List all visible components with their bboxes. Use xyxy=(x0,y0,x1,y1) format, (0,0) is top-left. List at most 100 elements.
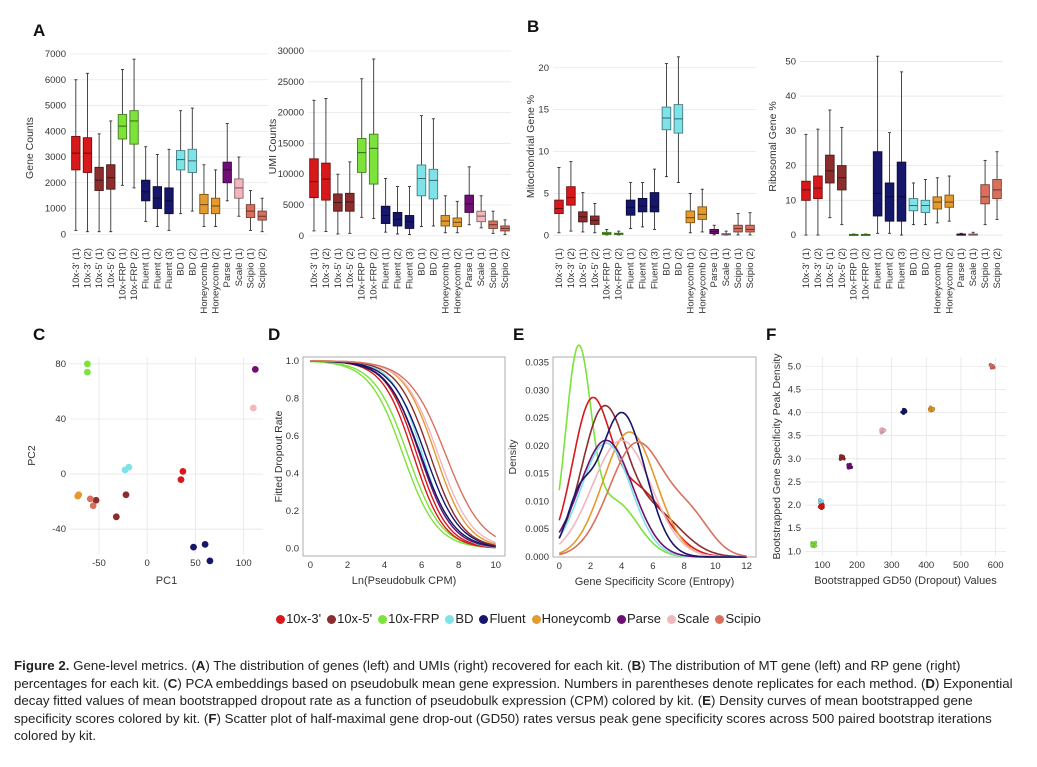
legend-dot-icon xyxy=(445,615,455,624)
box-iqr xyxy=(257,210,267,221)
y-tick-label: 5.0 xyxy=(788,361,801,372)
y-tick-label: 2.5 xyxy=(788,477,801,488)
box-9: BD (1) xyxy=(661,63,672,276)
gd50-cluster xyxy=(927,405,936,413)
x-tick-label: BD (1) xyxy=(416,248,427,276)
legend-item: 10x-3' xyxy=(276,611,321,626)
box-iqr xyxy=(94,166,104,191)
panel-A-left: 0 1000 2000 3000 4000 5000 6000 7000 Gene Counts… xyxy=(24,49,268,314)
legend-label: 10x-5' xyxy=(337,611,373,626)
x-tick-label: 10x-FRP (2) xyxy=(614,248,625,300)
y-tick-label: 10 xyxy=(538,147,549,158)
bootstrap-point xyxy=(846,463,850,467)
legend-item: 10x-FRP xyxy=(378,611,439,626)
box-iqr xyxy=(685,210,696,224)
panel-C: -40 0 40 80 PC2 -50 0 50 100 PC1 xyxy=(26,357,263,587)
legend-dot-icon xyxy=(327,615,337,624)
y-tick-label: 0.0 xyxy=(286,543,299,554)
box-iqr xyxy=(117,114,128,140)
x-tick-label: 10x-3' (1) xyxy=(309,248,320,288)
density-curve xyxy=(558,404,747,558)
box-iqr xyxy=(801,180,811,201)
legend-dot-icon xyxy=(276,615,286,624)
density-curve xyxy=(558,411,747,558)
box-5: 10x-FRP (2) xyxy=(129,58,140,300)
x-tick-label: 300 xyxy=(884,560,900,571)
x-tick-label: Scipio (2) xyxy=(500,248,511,289)
y-tick-label: 30 xyxy=(785,126,796,137)
x-tick-label: 100 xyxy=(814,560,830,571)
box-9: BD (1) xyxy=(908,182,919,276)
box-6: Fluent (1) xyxy=(141,146,152,289)
x-tick-label: 10x-FRP (2) xyxy=(369,248,380,300)
gd50-cluster xyxy=(838,454,846,461)
y-tick-label: 4.5 xyxy=(788,384,801,395)
pca-point xyxy=(75,491,83,499)
box-14: Scale (1) xyxy=(721,230,732,286)
legend-label: Fluent xyxy=(489,611,526,626)
box-11: Honeycomb (1) xyxy=(199,164,210,314)
x-tick-label: 0 xyxy=(308,560,313,571)
bootstrap-point xyxy=(989,363,993,367)
bootstrap-point xyxy=(813,540,818,545)
legend-label: Honeycomb xyxy=(541,611,611,626)
y-tick-label: 5000 xyxy=(45,101,66,112)
y-tick-label: 0.025 xyxy=(525,413,549,424)
x-tick-label: 600 xyxy=(988,560,1004,571)
y-tick-label: 25000 xyxy=(278,77,304,88)
box-12: Honeycomb (2) xyxy=(944,175,955,314)
density-curve xyxy=(559,441,747,557)
box-iqr xyxy=(697,206,708,220)
x-tick-label: 10x-FRP (2) xyxy=(129,248,140,300)
x-tick-label: 50 xyxy=(190,558,201,569)
caption-text: ) Scatter plot of half-maximal gene drop… xyxy=(14,710,992,744)
box-15: Scipio (1) xyxy=(733,213,744,289)
x-tick-label: 10x-5' (2) xyxy=(590,248,601,288)
box-11: Honeycomb (1) xyxy=(685,192,696,314)
box-4: 10x-FRP (1) xyxy=(602,228,613,300)
x-tick-label: Scipio (2) xyxy=(745,248,756,289)
box-10: BD (2) xyxy=(920,179,931,276)
y-tick-label: 15000 xyxy=(278,138,304,149)
legend-label: 10x-3' xyxy=(286,611,322,626)
pca-point xyxy=(201,540,209,548)
box-iqr xyxy=(908,198,919,212)
x-tick-label: 10x-3' (1) xyxy=(71,248,82,288)
box-11: Honeycomb (1) xyxy=(440,195,451,314)
y-tick-label: 20 xyxy=(538,63,549,74)
box-1: 10x-3' (2) xyxy=(321,97,332,288)
box-2: 10x-5' (1) xyxy=(94,133,105,288)
x-axis-label: Bootstrapped GD50 (Dropout) Values xyxy=(814,575,997,587)
x-tick-label: BD (2) xyxy=(920,248,931,276)
caption-panel-ref: A xyxy=(195,658,206,673)
box-4: 10x-FRP (1) xyxy=(849,233,860,300)
x-tick-label: Fluent (1) xyxy=(381,248,392,289)
box-3: 10x-5' (2) xyxy=(590,203,601,288)
x-tick-label: 10 xyxy=(490,560,501,571)
legend-item: Honeycomb xyxy=(531,611,611,626)
bootstrap-point xyxy=(818,505,823,509)
gd50-cluster xyxy=(879,427,887,435)
caption-text: ) Exponential decay fitted values of mea… xyxy=(14,675,1013,709)
box-14: Scale (1) xyxy=(968,231,979,286)
box-16: Scipio (2) xyxy=(257,197,268,289)
legend-dot-icon xyxy=(616,615,626,624)
x-tick-label: 4 xyxy=(382,560,387,571)
x-tick-label: 10x-FRP (1) xyxy=(357,248,368,300)
box-iqr xyxy=(566,186,576,206)
caption-panel-ref: E xyxy=(702,693,712,708)
box-iqr xyxy=(896,161,907,222)
box-iqr xyxy=(356,138,367,173)
panel-letter-C: C xyxy=(33,325,45,344)
box-12: Honeycomb (2) xyxy=(452,200,463,314)
box-iqr xyxy=(992,179,1002,200)
y-tick-label: 3000 xyxy=(45,152,66,163)
plot-frame xyxy=(302,356,506,557)
x-axis-label: Gene Specificity Score (Entropy) xyxy=(575,576,735,588)
caption-text: ) The distribution of MT gene (left) and… xyxy=(14,658,961,691)
box-12: Honeycomb (2) xyxy=(211,169,222,314)
x-tick-label: 8 xyxy=(682,561,687,572)
gd50-cluster xyxy=(810,540,818,548)
pca-point xyxy=(190,543,197,551)
